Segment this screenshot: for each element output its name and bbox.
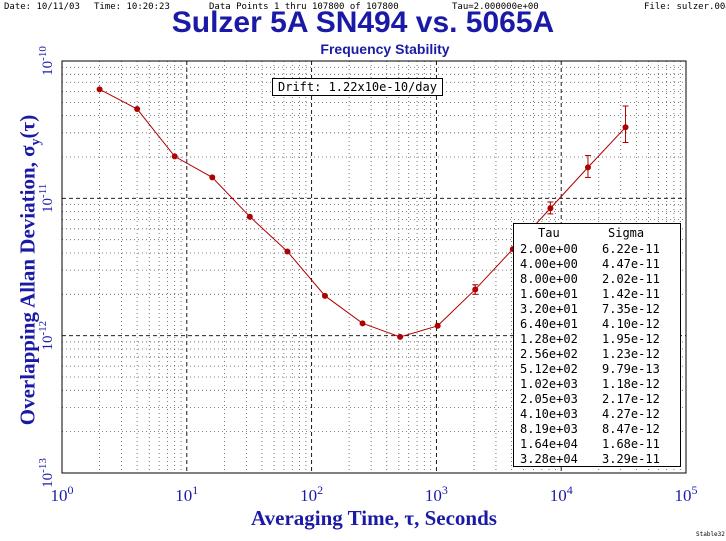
table-row: 3.28e+04 3.29e-11: [514, 452, 680, 467]
table-header-tau: Tau: [538, 226, 560, 240]
chart-title: Sulzer 5A SN494 vs. 5065A: [171, 6, 555, 39]
table-cell-sigma: 1.23e-12: [602, 347, 660, 361]
y-tick-label: 10-10: [37, 46, 56, 76]
data-point: [134, 106, 141, 113]
table-row: 8.19e+03 8.47e-12: [514, 422, 680, 437]
data-point: [359, 320, 366, 327]
table-header: Tau Sigma: [514, 226, 680, 241]
table-cell-sigma: 1.68e-11: [602, 437, 660, 451]
table-row: 5.12e+02 9.79e-13: [514, 362, 680, 377]
data-point: [547, 205, 554, 212]
table-cell-sigma: 9.79e-13: [602, 362, 660, 376]
x-tick-label: 101: [175, 483, 198, 505]
data-point: [96, 86, 103, 93]
data-table: Tau Sigma 2.00e+00 6.22e-11 4.00e+00 4.47e-…: [513, 223, 681, 467]
table-cell-tau: 1.02e+03: [520, 377, 578, 391]
data-point: [321, 292, 328, 299]
table-cell-tau: 1.64e+04: [520, 437, 578, 451]
x-tick-label: 102: [300, 483, 323, 505]
table-cell-tau: 4.00e+00: [520, 257, 578, 271]
data-point: [622, 124, 629, 131]
data-point: [171, 153, 178, 160]
table-row: 8.00e+00 2.02e-11: [514, 272, 680, 287]
table-cell-tau: 8.19e+03: [520, 422, 578, 436]
table-row: 4.00e+00 4.47e-11: [514, 257, 680, 272]
header-file: File: sulzer.004: [644, 2, 726, 12]
table-cell-tau: 1.60e+01: [520, 287, 578, 301]
series-overlapping-adev: [96, 86, 629, 340]
drift-annotation: Drift: 1.22x10e-10/day: [272, 78, 443, 96]
table-cell-tau: 3.28e+04: [520, 452, 578, 466]
table-cell-sigma: 1.18e-12: [602, 377, 660, 391]
table-cell-sigma: 2.17e-12: [602, 392, 660, 406]
table-cell-tau: 2.00e+00: [520, 242, 578, 256]
table-cell-tau: 1.28e+02: [520, 332, 578, 346]
table-cell-sigma: 7.35e-12: [602, 302, 660, 316]
y-tick-labels: 10-13 10-12 10-11 10-10: [37, 46, 56, 488]
x-tick-label: 103: [425, 483, 448, 505]
x-tick-label: 105: [675, 483, 698, 505]
plot-frame: [61, 60, 687, 474]
table-cell-tau: 6.40e+01: [520, 317, 578, 331]
table-cell-tau: 3.20e+01: [520, 302, 578, 316]
data-point: [246, 213, 253, 220]
x-tick-label: 104: [550, 483, 573, 505]
table-row: 2.00e+00 6.22e-11: [514, 242, 680, 257]
table-cell-sigma: 1.95e-12: [602, 332, 660, 346]
x-tick-label: 100: [51, 483, 74, 505]
table-cell-tau: 5.12e+02: [520, 362, 578, 376]
y-axis-label: Overlapping Allan Deviation, σy(τ): [15, 114, 44, 426]
data-point: [209, 174, 216, 181]
table-row: 2.56e+02 1.23e-12: [514, 347, 680, 362]
table-cell-sigma: 6.22e-11: [602, 242, 660, 256]
table-cell-sigma: 2.02e-11: [602, 272, 660, 286]
x-axis-label: Averaging Time, τ, Seconds: [251, 506, 497, 530]
table-row: 1.28e+02 1.95e-12: [514, 332, 680, 347]
y-tick-label: 10-12: [37, 321, 56, 351]
table-cell-sigma: 4.47e-11: [602, 257, 660, 271]
table-cell-sigma: 8.47e-12: [602, 422, 660, 436]
table-cell-sigma: 1.42e-11: [602, 287, 660, 301]
table-cell-sigma: 3.29e-11: [602, 452, 660, 466]
data-point: [434, 322, 441, 329]
table-cell-tau: 2.56e+02: [520, 347, 578, 361]
table-row: 2.05e+03 2.17e-12: [514, 392, 680, 407]
y-tick-label: 10-11: [37, 184, 56, 213]
table-row: 1.64e+04 1.68e-11: [514, 437, 680, 452]
header-tau: Tau=2.000000e+00: [452, 2, 539, 12]
table-row: 6.40e+01 4.10e-12: [514, 317, 680, 332]
table-cell-sigma: 4.10e-12: [602, 317, 660, 331]
header-data-points: Data Points 1 thru 107800 of 107800: [209, 2, 399, 12]
data-point: [397, 333, 404, 340]
table-cell-tau: 2.05e+03: [520, 392, 578, 406]
table-row: 4.10e+03 4.27e-12: [514, 407, 680, 422]
x-tick-labels: 100 101 102 103 104 105: [51, 483, 698, 505]
data-point: [584, 164, 591, 171]
table-row: 3.20e+01 7.35e-12: [514, 302, 680, 317]
table-cell-tau: 8.00e+00: [520, 272, 578, 286]
table-header-sigma: Sigma: [608, 226, 645, 240]
header-time: Time: 10:20:23: [94, 2, 170, 12]
table-row: 1.60e+01 1.42e-11: [514, 287, 680, 302]
data-point: [472, 286, 479, 293]
table-row: 1.02e+03 1.18e-12: [514, 377, 680, 392]
chart-subtitle: Frequency Stability: [320, 41, 450, 57]
y-tick-label: 10-13: [37, 458, 56, 488]
table-cell-tau: 4.10e+03: [520, 407, 578, 421]
table-cell-sigma: 4.27e-12: [602, 407, 660, 421]
data-point: [284, 248, 291, 255]
header-date: Date: 10/11/03: [4, 2, 80, 12]
credit-label: Stable32: [696, 531, 725, 538]
